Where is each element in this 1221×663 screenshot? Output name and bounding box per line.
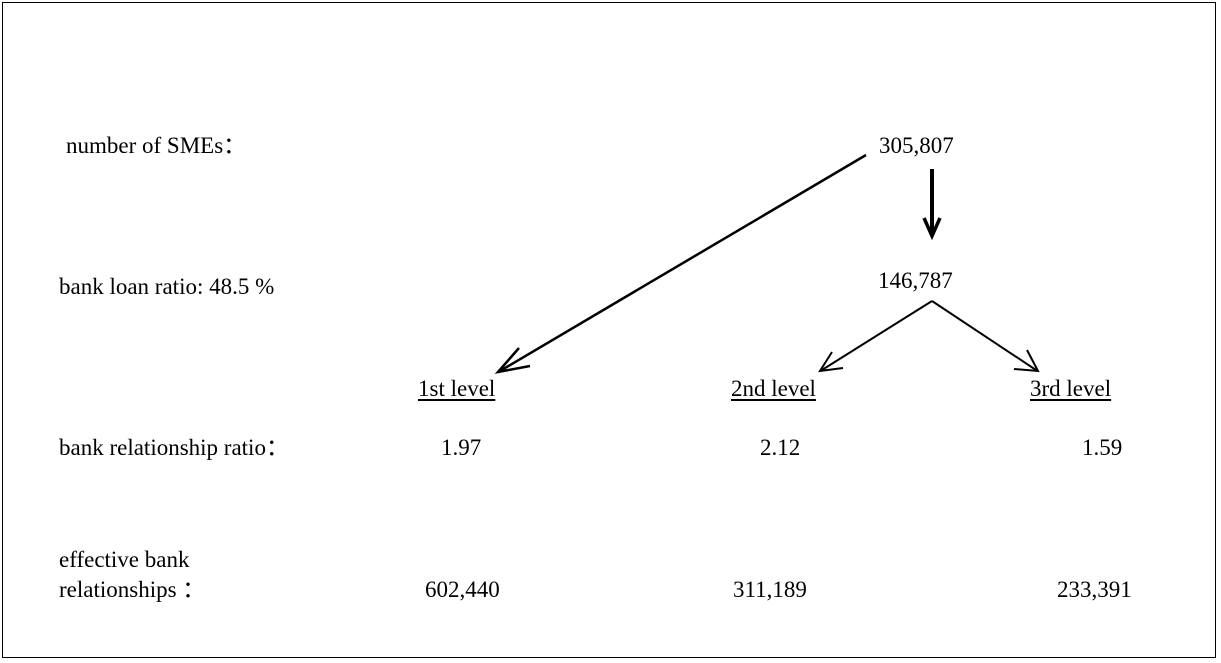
level-2-ratio: 2.12 <box>760 435 801 460</box>
node-total-smes: 305,807 <box>879 133 954 158</box>
label-effective-bank-line1: effective bank <box>59 547 190 572</box>
level-1-relationships: 602,440 <box>425 577 500 602</box>
level-3-header: 3rd level <box>1030 376 1112 401</box>
label-bank-loan-ratio: bank loan ratio: 48.5 % <box>59 274 275 299</box>
arrow-loans-to-level3 <box>931 300 1040 373</box>
level-2-header: 2nd level <box>731 376 816 401</box>
label-effective-bank-line2: relationships ： <box>59 577 206 602</box>
label-number-of-smes: number of SMEs： <box>66 133 247 158</box>
node-smes-with-loans: 146,787 <box>878 268 953 293</box>
level-3-relationships: 233,391 <box>1057 577 1132 602</box>
level-3-ratio: 1.59 <box>1082 435 1123 460</box>
level-1-header: 1st level <box>418 376 496 401</box>
arrow-total-to-level1 <box>494 153 867 374</box>
level-1-ratio: 1.97 <box>441 435 482 460</box>
arrow-loans-to-level2 <box>818 300 933 373</box>
label-bank-relationship-ratio: bank relationship ratio： <box>59 435 289 460</box>
level-2-relationships: 311,189 <box>733 577 807 602</box>
arrow-total-to-loans <box>922 169 942 241</box>
